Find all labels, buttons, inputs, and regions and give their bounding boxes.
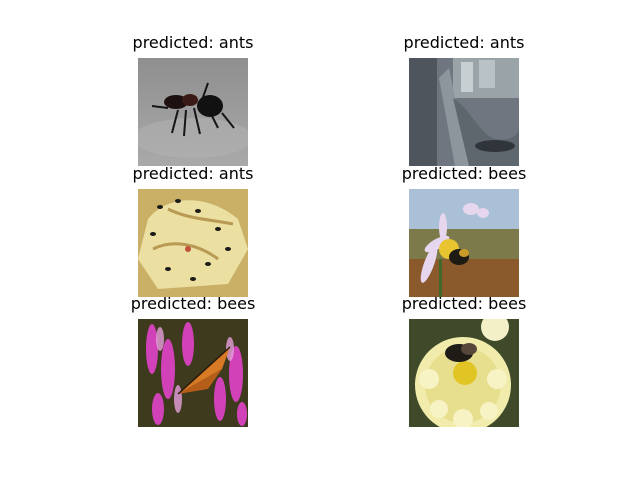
bee-on-yellow-flower-image bbox=[409, 319, 519, 427]
panel-title: predicted: ants bbox=[403, 33, 525, 52]
ants-on-banana-image bbox=[138, 189, 248, 297]
panel-title: predicted: ants bbox=[132, 164, 254, 183]
ant-on-ground-image bbox=[138, 58, 248, 166]
bee-on-purple-flower-image bbox=[409, 189, 519, 297]
panel-title: predicted: ants bbox=[132, 33, 254, 52]
panel-title: predicted: bees bbox=[401, 294, 527, 313]
panel-title: predicted: bees bbox=[130, 294, 256, 313]
panel-title: predicted: bees bbox=[401, 164, 527, 183]
butterfly-on-pink-flowers-image bbox=[138, 319, 248, 427]
wet-surface-image bbox=[409, 58, 519, 166]
